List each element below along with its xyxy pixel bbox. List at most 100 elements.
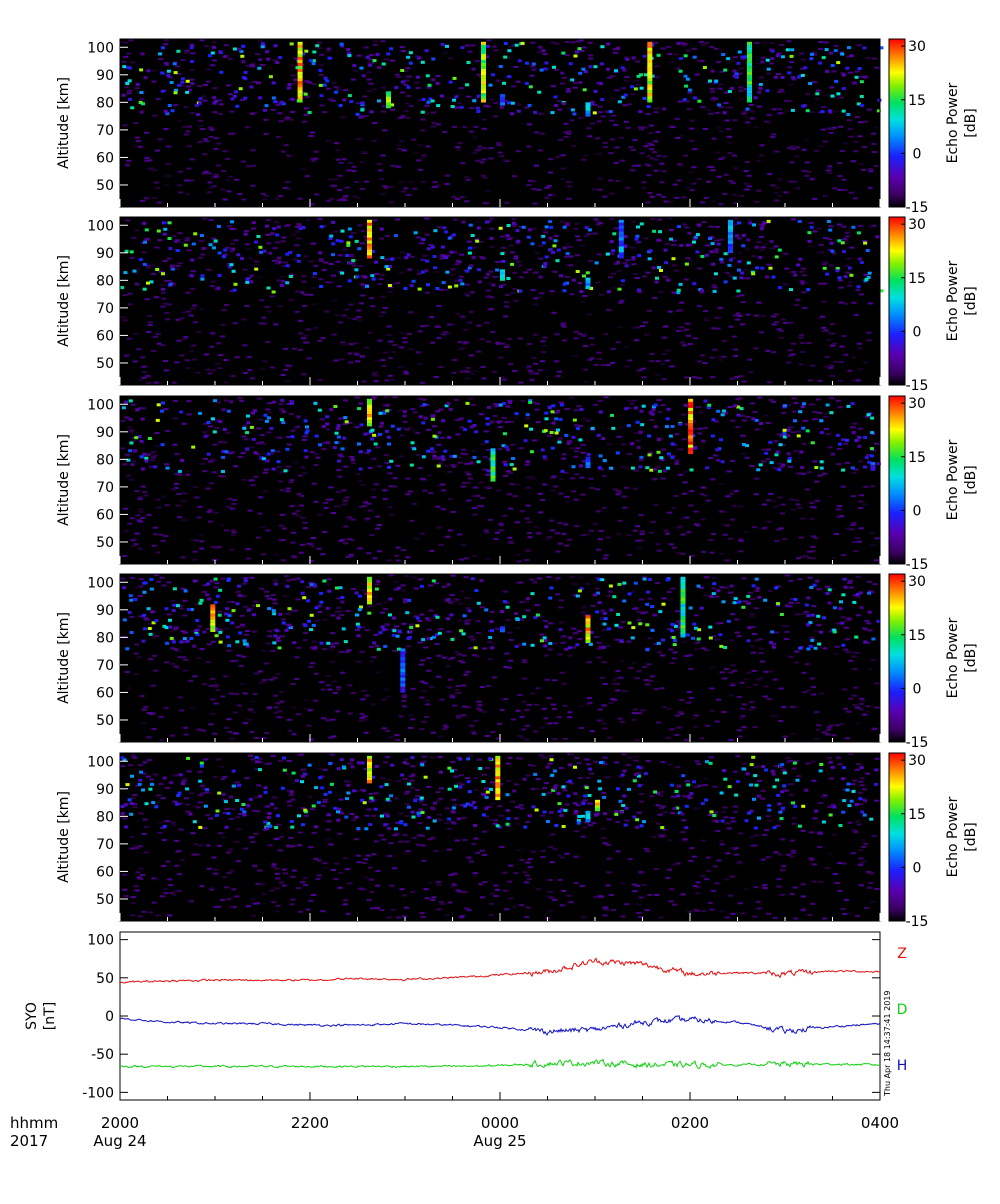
noise-cell	[255, 53, 260, 55]
noise-cell	[254, 261, 259, 263]
noise-cell	[716, 61, 721, 63]
noise-cell	[830, 375, 835, 377]
noise-cell	[378, 315, 383, 317]
echo-cell	[140, 440, 144, 443]
noise-cell	[242, 583, 247, 585]
echo-cell	[748, 222, 752, 225]
noise-cell	[524, 601, 529, 603]
echo-cell	[516, 240, 520, 243]
noise-cell	[565, 222, 570, 224]
noise-cell	[773, 679, 778, 681]
noise-cell	[274, 706, 279, 708]
echo-cell	[740, 272, 744, 275]
noise-cell	[405, 493, 410, 495]
echo-cell	[219, 51, 223, 54]
echo-cell	[723, 111, 727, 114]
noise-cell	[595, 137, 600, 139]
noise-cell	[851, 427, 856, 429]
echo-cell	[606, 253, 610, 256]
noise-cell	[768, 493, 773, 495]
noise-cell	[695, 74, 700, 76]
echo-cell	[465, 270, 469, 273]
noise-cell	[807, 471, 812, 473]
noise-cell	[594, 636, 599, 638]
noise-cell	[762, 504, 767, 506]
noise-cell	[489, 228, 494, 230]
noise-cell	[612, 699, 617, 701]
noise-cell	[319, 64, 324, 66]
noise-cell	[323, 619, 328, 621]
noise-cell	[212, 59, 217, 61]
noise-cell	[549, 520, 554, 522]
noise-cell	[157, 202, 162, 204]
noise-cell	[719, 84, 724, 86]
echo-cell	[139, 68, 143, 71]
noise-cell	[675, 610, 680, 612]
noise-cell	[209, 187, 214, 189]
noise-cell	[241, 452, 246, 454]
echo-cell	[593, 111, 597, 114]
echo-cell	[751, 272, 755, 275]
echo-cell	[727, 264, 731, 267]
echo-cell	[171, 109, 175, 112]
noise-cell	[771, 133, 776, 135]
noise-cell	[454, 399, 459, 401]
noise-cell	[331, 512, 336, 514]
noise-cell	[214, 703, 219, 705]
noise-cell	[866, 57, 871, 59]
noise-cell	[598, 709, 603, 711]
noise-cell	[317, 611, 322, 613]
echo-cell	[334, 91, 338, 94]
noise-cell	[150, 459, 155, 461]
noise-cell	[525, 709, 530, 711]
noise-cell	[711, 200, 716, 202]
echo-cell	[333, 446, 337, 449]
echo-cell	[161, 90, 165, 93]
echo-cell	[649, 249, 653, 252]
noise-cell	[836, 508, 841, 510]
echo-cell	[526, 413, 530, 416]
echo-cell	[145, 228, 149, 231]
noise-cell	[509, 421, 514, 423]
noise-cell	[164, 707, 169, 709]
noise-cell	[502, 417, 507, 419]
echo-cell	[834, 80, 838, 83]
noise-cell	[486, 290, 491, 292]
noise-cell	[336, 689, 341, 691]
noise-cell	[187, 145, 192, 147]
noise-cell	[237, 705, 242, 707]
noise-cell	[455, 198, 460, 200]
noise-cell	[712, 577, 717, 579]
noise-cell	[134, 273, 139, 275]
echo-cell	[278, 56, 282, 59]
noise-cell	[438, 462, 443, 464]
noise-cell	[392, 344, 397, 346]
echo-cell	[258, 58, 262, 61]
noise-cell	[855, 116, 860, 118]
noise-cell	[802, 274, 807, 276]
echo-cell	[676, 42, 680, 45]
noise-cell	[509, 542, 514, 544]
noise-cell	[570, 119, 575, 121]
noise-cell	[810, 506, 815, 508]
noise-cell	[238, 397, 243, 399]
noise-cell	[461, 317, 466, 319]
noise-cell	[380, 612, 385, 614]
noise-cell	[447, 687, 452, 689]
noise-cell	[492, 676, 497, 678]
noise-cell	[774, 192, 779, 194]
noise-cell	[396, 144, 401, 146]
noise-cell	[843, 443, 848, 445]
echo-cell	[530, 242, 534, 245]
noise-cell	[292, 733, 297, 735]
noise-cell	[580, 245, 585, 247]
noise-cell	[757, 106, 762, 108]
echo-cell	[788, 457, 792, 460]
noise-cell	[604, 554, 609, 556]
noise-cell	[508, 472, 513, 474]
noise-cell	[715, 112, 720, 114]
echo-cell	[569, 62, 573, 65]
noise-cell	[593, 523, 598, 525]
strong-echo-cell	[367, 246, 372, 249]
echo-cell	[352, 64, 356, 67]
